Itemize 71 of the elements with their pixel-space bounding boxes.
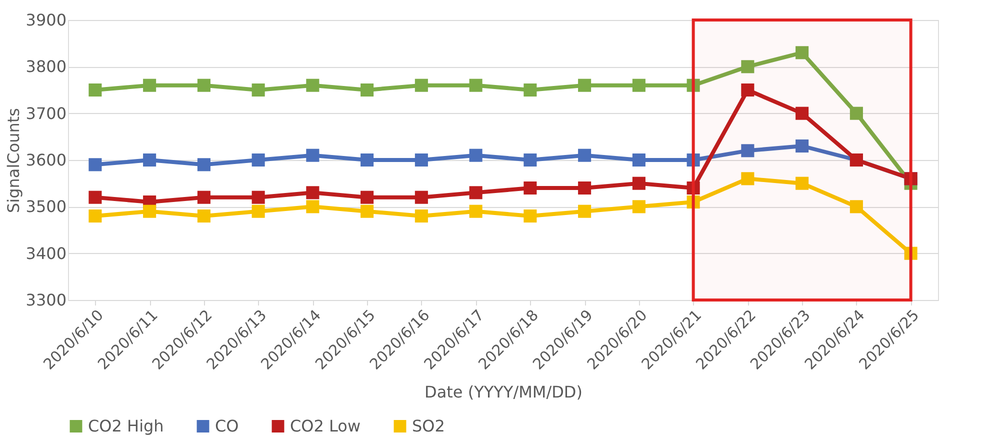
point [796,139,809,153]
point [850,200,863,214]
point [197,190,210,204]
point [88,83,102,97]
y-tick-label: 3500 [26,197,66,216]
point [469,148,482,162]
point [741,83,754,97]
point [306,200,320,214]
point [88,190,102,204]
point [360,190,374,204]
point [524,153,537,167]
point [632,153,646,167]
point [414,153,428,167]
legend-label: CO [215,416,239,436]
point [414,190,428,204]
point [686,153,700,167]
point [524,181,537,195]
point [252,83,265,97]
point [469,204,482,218]
point [632,78,646,92]
point [360,83,374,97]
y-tick-label: 3900 [26,10,66,30]
point [578,181,592,195]
point [197,209,210,223]
point [143,153,156,167]
point [88,158,102,172]
point [469,78,482,92]
legend-label: CO2 High [88,416,164,436]
point [143,78,156,92]
legend-label: CO2 Low [290,416,361,436]
point [143,204,156,218]
point [741,60,754,74]
point [306,148,320,162]
point [360,153,374,167]
point [741,172,754,186]
y-tick-label: 3400 [26,244,66,263]
point [197,78,210,92]
point [252,153,265,167]
point [850,106,863,120]
point [796,106,809,120]
point [252,204,265,218]
point [524,83,537,97]
point [360,204,374,218]
point [469,186,482,200]
point [632,176,646,190]
point [686,195,700,209]
x-axis-title: Date (YYYY/MM/DD) [424,382,582,402]
point [578,148,592,162]
y-tick-label: 3300 [26,290,66,310]
point [414,209,428,223]
point [578,78,592,92]
point [306,186,320,200]
y-axis-title: SignalCounts [4,108,23,213]
point [686,181,700,195]
point [306,78,320,92]
point [252,190,265,204]
point [741,144,754,158]
y-tick-label: 3700 [26,104,66,123]
y-tick-label: 3600 [26,150,66,170]
y-tick-label: 3800 [26,57,66,76]
point [88,209,102,223]
point [524,209,537,223]
point [578,204,592,218]
point [414,78,428,92]
point [686,78,700,92]
point [796,46,809,60]
point [796,176,809,190]
point [632,200,646,214]
legend-label: SO2 [412,416,445,436]
point [904,246,918,260]
point [197,158,210,172]
